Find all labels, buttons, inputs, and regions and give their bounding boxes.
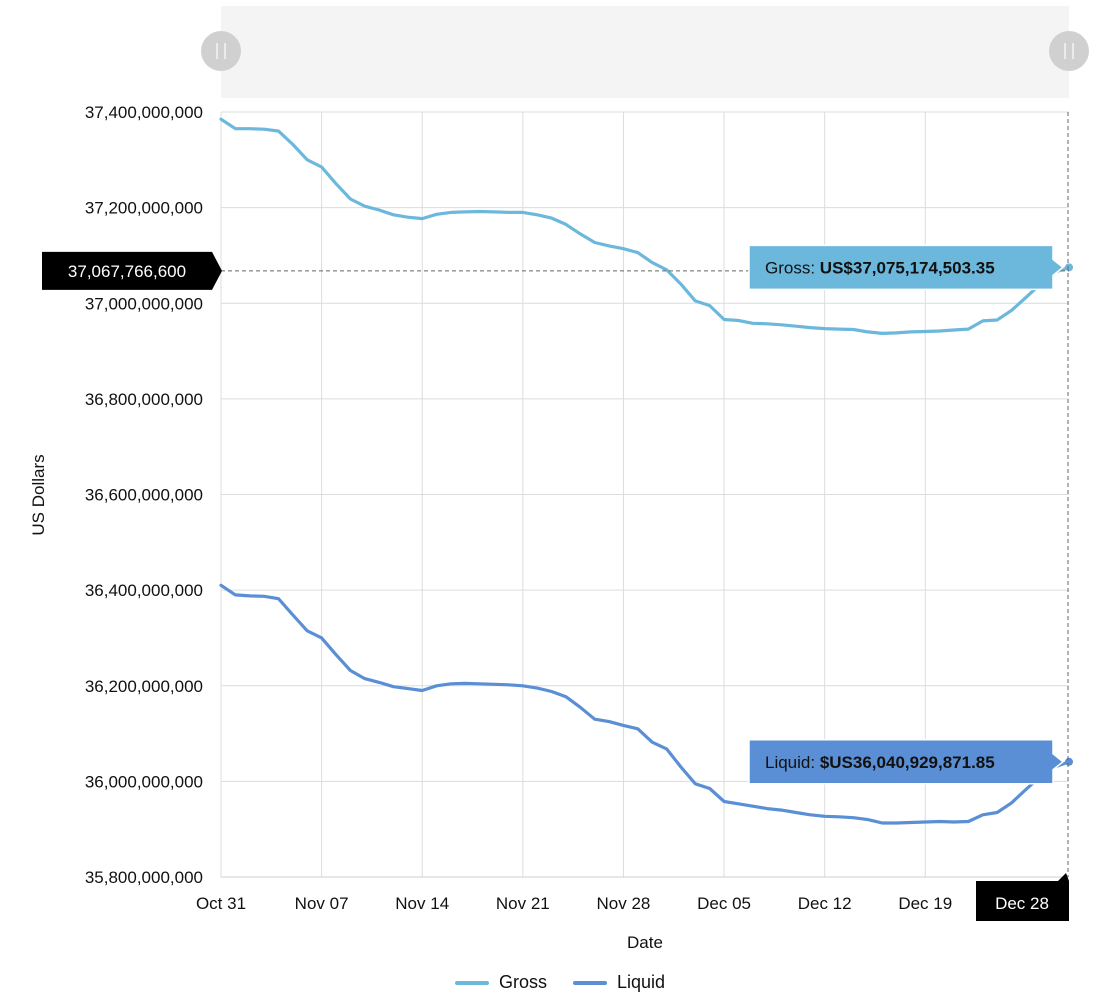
tooltip-gross: Gross: US$37,075,174,503.35 [748,244,1065,291]
crosshair: 37,067,766,600 Dec 28 [42,112,1069,921]
y-axis-tick-labels: 37,400,000,000 37,200,000,000 37,000,000,0… [85,103,203,887]
y-tick-label: 36,800,000,000 [85,390,203,409]
x-tick-label: Nov 14 [395,894,449,913]
navigator-track[interactable] [221,6,1069,98]
y-tick-label: 37,200,000,000 [85,199,203,218]
legend-swatch-liquid [572,980,607,985]
legend-item-liquid[interactable]: Liquid [572,972,666,993]
y-tick-label: 37,000,000,000 [85,294,203,313]
x-tick-label: Dec 19 [898,894,952,913]
legend-label-gross: Gross [498,972,547,992]
point-marker-liquid[interactable] [1065,757,1073,766]
crosshair-x-label-box [976,873,1069,921]
x-tick-label: Dec 05 [697,894,751,913]
crosshair-x-label: Dec 28 [995,894,1049,913]
y-tick-label: 36,000,000,000 [85,772,203,791]
tooltip-text: Gross: US$37,075,174,503.35 [765,258,995,277]
crosshair-y-label-box [42,251,222,290]
x-tick-label: Nov 07 [295,894,349,913]
y-tick-label: 37,400,000,000 [85,103,203,122]
crosshair-y-label: 37,067,766,600 [68,262,186,281]
legend-label-liquid: Liquid [616,972,666,992]
series-line-liquid[interactable] [219,583,1071,825]
tooltips: Gross: US$37,075,174,503.35 Liquid: $US36… [748,244,1065,785]
tooltip-liquid: Liquid: $US36,040,929,871.85 [748,739,1065,785]
tooltip-box [748,739,1065,785]
point-marker-gross[interactable] [1065,263,1073,272]
tooltip-value: US$37,075,174,503.35 [820,258,995,277]
x-tick-label: Nov 28 [597,894,651,913]
vertical-gridlines [220,112,1069,878]
legend-swatch-gross [454,980,489,985]
tooltip-label: Liquid: [765,753,820,772]
y-tick-label: 36,400,000,000 [85,581,203,600]
x-tick-label: Oct 31 [196,894,246,913]
x-axis-tick-labels: Oct 31 Nov 07 Nov 14 Nov 21 Nov 28 Dec 05 Dec … [196,894,952,913]
x-tick-label: Nov 21 [496,894,550,913]
x-tick-label: Dec 12 [798,894,852,913]
series-line-gross[interactable] [219,117,1071,335]
tooltip-value: $US36,040,929,871.85 [820,753,995,772]
x-axis-title: Date [627,933,663,952]
legend: Gross Liquid [0,972,1120,993]
series-layer [219,117,1073,825]
navigator-handle-left[interactable] [201,31,241,71]
tooltip-box [748,244,1065,291]
legend-item-gross[interactable]: Gross [454,972,547,993]
tooltip-label: Gross: [765,258,820,277]
navigator-handle-right[interactable] [1049,31,1089,71]
y-axis-title: US Dollars [29,454,48,535]
tooltip-text: Liquid: $US36,040,929,871.85 [765,753,995,772]
y-tick-label: 36,600,000,000 [85,486,203,505]
y-tick-label: 36,200,000,000 [85,677,203,696]
y-tick-label: 35,800,000,000 [85,868,203,887]
